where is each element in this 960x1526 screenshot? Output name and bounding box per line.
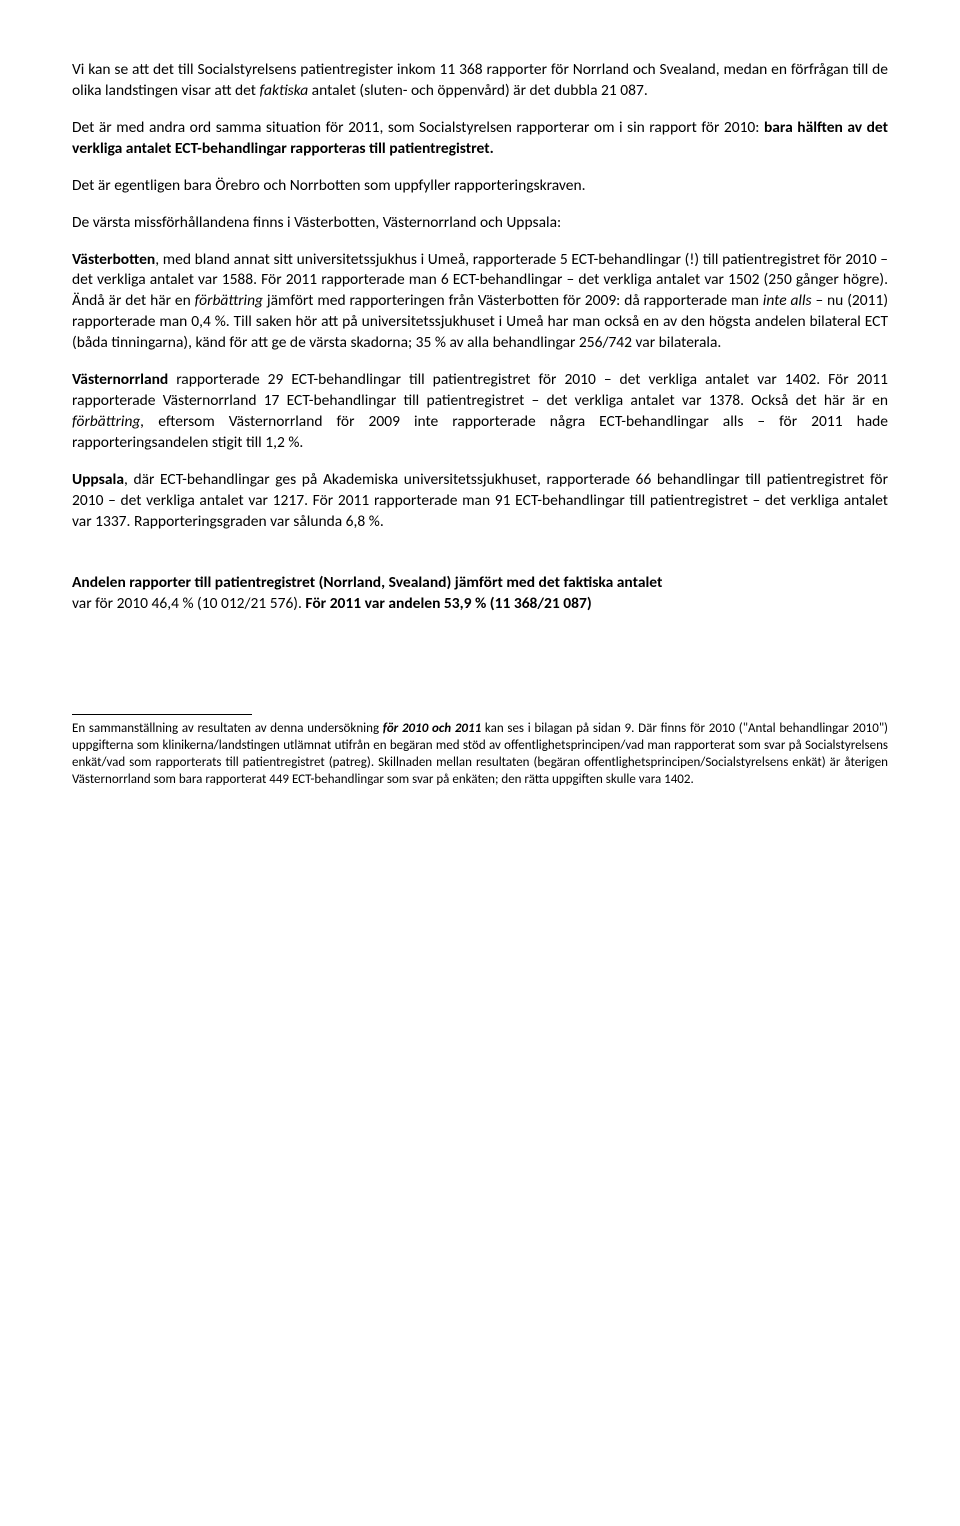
paragraph-5: Västerbotten, med bland annat sitt unive… — [72, 250, 888, 355]
p7-label: Uppsala — [72, 470, 124, 489]
paragraph-3: Det är egentligen bara Örebro och Norrbo… — [72, 176, 888, 197]
footnote: En sammanställning av resultaten av denn… — [72, 721, 888, 789]
paragraph-2: Det är med andra ord samma situation för… — [72, 118, 888, 160]
p8-line2-pre: var för 2010 46,4 % (10 012/21 576). — [72, 594, 305, 613]
p2-pre: Det är med andra ord samma situation för… — [72, 118, 764, 137]
paragraph-8: Andelen rapporter till patientregistret … — [72, 573, 888, 615]
p6-italic1: förbättring, — [72, 412, 144, 431]
p8-line2-bold: För 2011 var andelen 53,9 % (11 368/21 0… — [305, 594, 591, 613]
p5-label: Västerbotten — [72, 250, 155, 269]
paragraph-4: De värsta missförhållandena finns i Väst… — [72, 213, 888, 234]
footnote-italic: för 2010 och 2011 — [383, 721, 481, 736]
p8-line1: Andelen rapporter till patientregistret … — [72, 573, 662, 592]
p5-italic2: inte alls — [763, 291, 812, 310]
footnote-pre: En sammanställning av resultaten av denn… — [72, 721, 383, 736]
p1-post: antalet (sluten- och öppenvård) är det d… — [308, 81, 648, 100]
paragraph-7: Uppsala, där ECT-behandlingar ges på Aka… — [72, 470, 888, 533]
p5-seg2: jämfört med rapporteringen från Västerbo… — [263, 291, 763, 310]
p5-italic1: förbättring — [195, 291, 263, 310]
paragraph-1: Vi kan se att det till Socialstyrelsens … — [72, 60, 888, 102]
p6-seg1: rapporterade 29 ECT-behandlingar till pa… — [72, 370, 888, 410]
paragraph-6: Västernorrland rapporterade 29 ECT-behan… — [72, 370, 888, 454]
footnote-separator — [72, 714, 252, 715]
p1-italic: faktiska — [260, 81, 309, 100]
p7-rest: , där ECT-behandlingar ges på Akademiska… — [72, 470, 888, 531]
p6-label: Västernorrland — [72, 370, 168, 389]
p6-seg2: eftersom Västernorrland för 2009 inte ra… — [72, 412, 888, 452]
